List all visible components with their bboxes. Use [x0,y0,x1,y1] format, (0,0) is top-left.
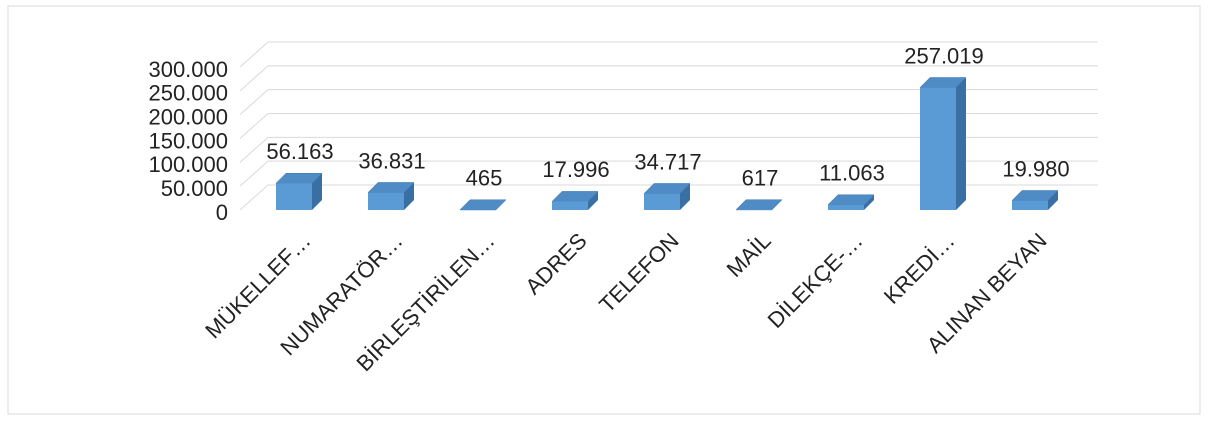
bar-front [552,201,588,210]
y-tick-label: 150.000 [148,128,228,153]
value-label: 257.019 [904,43,984,68]
bar [1011,190,1059,210]
bar-side [404,182,414,210]
x-tick-label: KREDİ… [879,228,960,309]
y-tick-label: 100.000 [148,152,228,177]
grid-line [239,41,1098,68]
bar-side [680,183,690,210]
grid-line [239,160,1098,187]
grid-line [239,113,1098,139]
bar [367,182,415,210]
value-label: 617 [742,166,779,191]
value-label: 19.980 [1002,156,1069,181]
grid-line [239,184,1098,211]
value-label: 36.831 [358,148,425,173]
bar-front [460,209,496,211]
bar-front [736,209,772,211]
chart-border [7,5,1201,415]
value-label: 34.717 [634,149,701,174]
grid-line [239,136,1098,163]
grid-line [239,65,1098,92]
grid-line [239,89,1098,116]
bar [919,77,967,210]
bar [275,172,323,210]
bar-front [1012,200,1048,210]
bar-side [1048,190,1058,210]
bar [735,199,783,211]
y-tick-label: 300.000 [148,57,228,82]
bar-top [459,199,507,211]
x-tick-label: MAİL [722,228,776,282]
bar-side [864,194,874,210]
bar-side [956,77,966,210]
y-tick-label: 200.000 [148,104,228,129]
value-label: 465 [466,166,503,191]
bar-side [588,191,598,210]
value-label: 56.163 [266,139,333,164]
bar-front [276,183,312,210]
x-tick-label: ADRES [520,228,591,299]
x-tick-label: TELEFON [594,228,683,317]
bar-front [644,193,680,210]
y-tick-label: 0 [216,200,228,225]
y-tick-label: 50.000 [161,176,228,201]
bar [643,183,691,210]
bar [459,199,507,211]
bar [551,191,599,210]
bar-top [735,199,783,210]
bar-front [368,192,404,210]
bar-side [312,173,322,210]
bar-front [828,204,864,210]
value-label: 17.996 [542,157,609,182]
bar-front [920,87,956,210]
bar [827,194,875,210]
y-tick-label: 250.000 [148,81,228,106]
value-label: 11.063 [819,161,885,186]
x-tick-label: DİLEKÇE-… [763,228,868,333]
